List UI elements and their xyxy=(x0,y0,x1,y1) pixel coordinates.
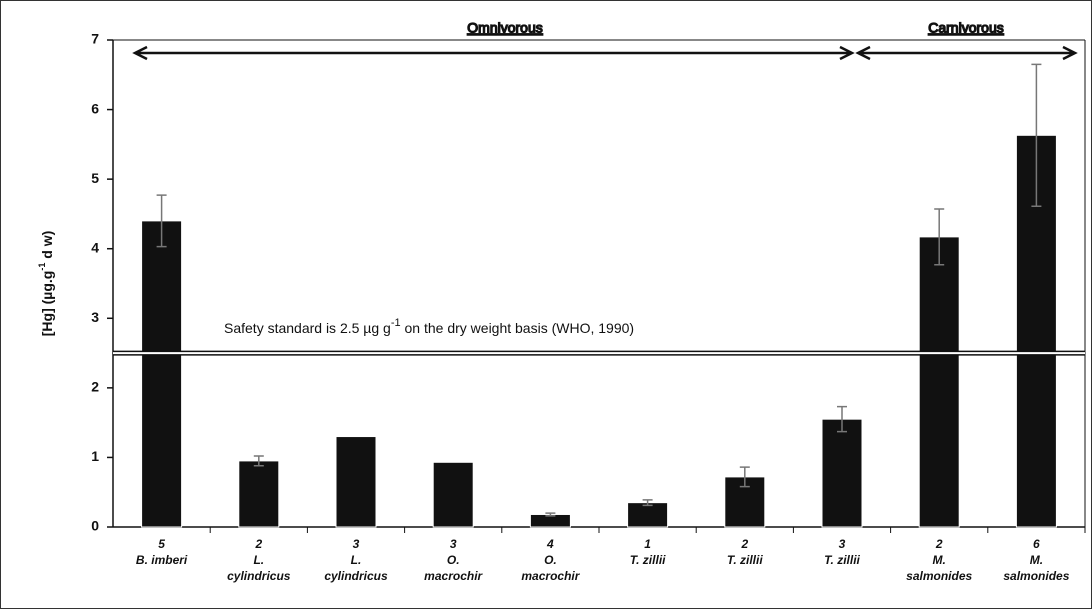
error-bar xyxy=(253,455,264,467)
reference-label-part: on the dry weight basis (WHO, 1990) xyxy=(401,320,634,336)
x-tick-label: 4 xyxy=(546,537,554,551)
y-tick-label: 1 xyxy=(91,448,99,464)
bar xyxy=(918,236,960,528)
x-tick-label: O. xyxy=(544,553,557,567)
x-tick-label: T. zillii xyxy=(630,553,666,567)
x-tick-label: salmonides xyxy=(1003,569,1069,583)
error-bar xyxy=(156,194,167,248)
y-tick-label: 3 xyxy=(91,309,99,325)
bar xyxy=(432,461,474,528)
x-tick-label: L. xyxy=(351,553,362,567)
x-tick-label: macrochir xyxy=(424,569,483,583)
error-bar xyxy=(642,499,653,507)
x-tick-label: 3 xyxy=(839,537,846,551)
y-tick-label: 6 xyxy=(91,100,99,116)
x-tick-label: 6 xyxy=(1033,537,1040,551)
error-bar xyxy=(934,208,945,266)
x-tick-label: M. xyxy=(933,553,946,567)
x-tick-label: O. xyxy=(447,553,460,567)
x-tick-label: B. imberi xyxy=(136,553,188,567)
error-bar xyxy=(739,466,750,488)
error-bar xyxy=(545,512,556,517)
reference-label-part: -1 xyxy=(391,317,401,329)
x-tick-label: 2 xyxy=(254,537,262,551)
bar xyxy=(238,460,280,528)
bar xyxy=(821,418,863,528)
error-bar xyxy=(1031,63,1042,208)
y-tick-label: 2 xyxy=(91,379,99,395)
group-arrow xyxy=(132,45,855,61)
y-axis-label: [Hg] (µg.g-1 d w) xyxy=(37,231,54,337)
bar xyxy=(627,502,669,528)
y-tick-label: 0 xyxy=(91,518,99,534)
y-tick-label: 5 xyxy=(91,170,99,186)
x-tick-label: T. zillii xyxy=(824,553,860,567)
group-label: Omnivorous xyxy=(467,20,542,36)
y-axis-label-part: [Hg] (µg.g xyxy=(39,271,55,337)
y-tick-label: 4 xyxy=(91,239,99,255)
x-tick-label: 5 xyxy=(158,537,165,551)
x-tick-label: macrochir xyxy=(521,569,580,583)
x-tick-label: M. xyxy=(1030,553,1043,567)
x-tick-label: 2 xyxy=(935,537,943,551)
x-tick-label: 1 xyxy=(644,537,651,551)
bar xyxy=(141,220,183,528)
y-axis-label-part: d w) xyxy=(39,231,55,263)
x-tick-label: L. xyxy=(253,553,264,567)
group-label: Carnivorous xyxy=(928,20,1003,36)
y-axis-label-part: -1 xyxy=(37,263,47,271)
bar xyxy=(335,436,377,528)
x-tick-label: salmonides xyxy=(906,569,972,583)
error-bar xyxy=(837,405,847,433)
reference-label: Safety standard is 2.5 µg g-1 on the dry… xyxy=(224,317,634,336)
group-arrow xyxy=(855,45,1078,61)
reference-label-part: Safety standard is 2.5 µg g xyxy=(224,320,391,336)
x-tick-label: cylindricus xyxy=(227,569,291,583)
x-tick-label: 3 xyxy=(450,537,457,551)
x-tick-label: T. zillii xyxy=(727,553,763,567)
x-tick-label: cylindricus xyxy=(324,569,388,583)
x-tick-label: 3 xyxy=(353,537,360,551)
y-tick-label: 7 xyxy=(91,31,99,47)
x-tick-label: 2 xyxy=(740,537,748,551)
